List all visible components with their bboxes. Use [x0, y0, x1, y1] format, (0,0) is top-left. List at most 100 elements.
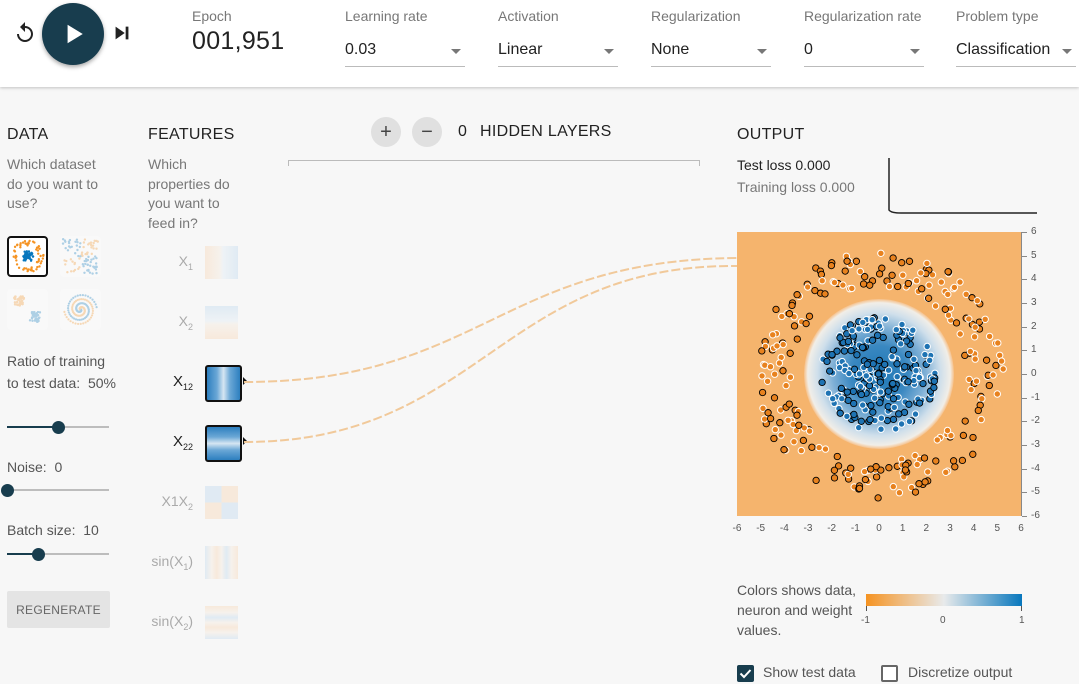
feature-toggle-sinx2[interactable] [205, 606, 238, 639]
thumb-point [21, 241, 25, 244]
y-axis-tick-mark [1022, 374, 1027, 375]
data-point [893, 373, 901, 381]
thumb-point [37, 317, 40, 320]
data-point [855, 484, 864, 493]
data-point [907, 483, 916, 492]
thumb-point [19, 295, 23, 298]
regularization-select[interactable]: None [651, 38, 771, 67]
data-point [866, 415, 874, 424]
thumb-point [61, 242, 65, 245]
step-button[interactable] [110, 20, 134, 46]
dataset-gaussian[interactable] [7, 289, 48, 330]
data-point [836, 409, 844, 417]
thumb-point [95, 265, 98, 269]
training-loss-value: 0.000 [819, 179, 855, 195]
output-heatmap[interactable] [737, 232, 1021, 516]
thumb-point [21, 301, 24, 304]
feature-toggle-x1[interactable] [205, 246, 238, 279]
thumb-point [23, 240, 27, 243]
x-axis-tick: -2 [827, 523, 837, 534]
dataset-circle[interactable] [7, 236, 48, 277]
x-axis-tick: -6 [732, 523, 742, 534]
feature-toggle-x1sq[interactable] [205, 365, 247, 402]
thumb-point [27, 254, 30, 257]
data-point [877, 425, 885, 433]
thumb-point [24, 242, 27, 245]
thumb-point [74, 313, 78, 317]
thumb-point [71, 260, 74, 263]
slider-knob[interactable] [52, 421, 65, 434]
reset-button[interactable] [12, 20, 38, 46]
reset-icon [17, 22, 33, 42]
data-point [857, 417, 865, 425]
thumb-point [39, 262, 42, 265]
add-layer-button[interactable]: + [371, 117, 401, 147]
data-point [758, 388, 767, 397]
feature-toggle-x2sq[interactable] [205, 425, 247, 462]
thumb-point [71, 306, 74, 309]
show-test-data-checkbox[interactable] [737, 665, 754, 682]
batch-size-slider[interactable] [7, 547, 109, 561]
discretize-output-checkbox[interactable] [881, 665, 898, 682]
noise-slider[interactable] [1, 483, 109, 497]
data-point [853, 351, 861, 359]
thumb-point [36, 317, 40, 321]
feature-toggle-x2[interactable] [205, 306, 238, 339]
remove-layer-button[interactable]: − [412, 117, 442, 147]
dataset-spiral[interactable] [60, 289, 101, 330]
thumb-point [76, 294, 79, 297]
thumb-point [17, 297, 20, 301]
thumb-point [78, 266, 81, 269]
dataset-xor[interactable] [60, 236, 101, 277]
data-point [967, 385, 975, 394]
data-point [897, 340, 905, 348]
thumb-point [31, 313, 34, 317]
regenerate-button[interactable]: REGENERATE [7, 591, 110, 628]
feature-toggle-x1x2[interactable] [205, 486, 238, 519]
slider-fill [7, 553, 38, 555]
y-axis-tick-mark [1022, 468, 1027, 470]
thumb-point [80, 309, 83, 312]
thumb-point [67, 309, 70, 312]
thumb-point [74, 318, 78, 321]
data-point [950, 283, 959, 292]
thumb-point [77, 254, 80, 258]
thumb-point [29, 259, 33, 262]
thumb-point [75, 305, 78, 308]
thumb-point [78, 307, 81, 310]
thumb-point [72, 311, 75, 314]
slider-knob[interactable] [1, 484, 14, 497]
data-point [861, 273, 869, 281]
thumb-point [66, 249, 70, 252]
network-bracket [288, 160, 700, 166]
y-axis-tick: 4 [1031, 273, 1037, 285]
data-point [827, 261, 836, 270]
thumb-point [94, 262, 98, 265]
data-point [965, 375, 973, 384]
activation-select[interactable]: Linear [498, 38, 618, 67]
learning-rate-select[interactable]: 0.03 [345, 38, 465, 67]
thumb-point [88, 242, 91, 245]
thumb-point [81, 298, 85, 301]
ratio-slider[interactable] [7, 420, 109, 434]
feature-toggle-sinx1[interactable] [205, 546, 238, 579]
feature-label-x1: X1 [145, 253, 193, 272]
thumb-point [82, 302, 85, 305]
thumb-point [83, 316, 87, 320]
thumb-point [31, 316, 34, 319]
thumb-point [31, 311, 35, 314]
data-point [859, 280, 868, 288]
data-point [785, 400, 793, 408]
slider-knob[interactable] [31, 548, 45, 561]
thumb-point [22, 296, 26, 300]
play-pause-button[interactable] [42, 3, 104, 65]
problem-type-select[interactable]: Classification [956, 38, 1076, 67]
thumb-point [82, 306, 85, 310]
thumb-point [81, 302, 84, 305]
regularization-rate-select[interactable]: 0 [804, 38, 924, 67]
thumb-point [34, 317, 38, 321]
thumb-point [76, 303, 79, 307]
thumb-point [36, 246, 40, 249]
thumb-point [33, 314, 36, 317]
data-point [889, 346, 898, 354]
